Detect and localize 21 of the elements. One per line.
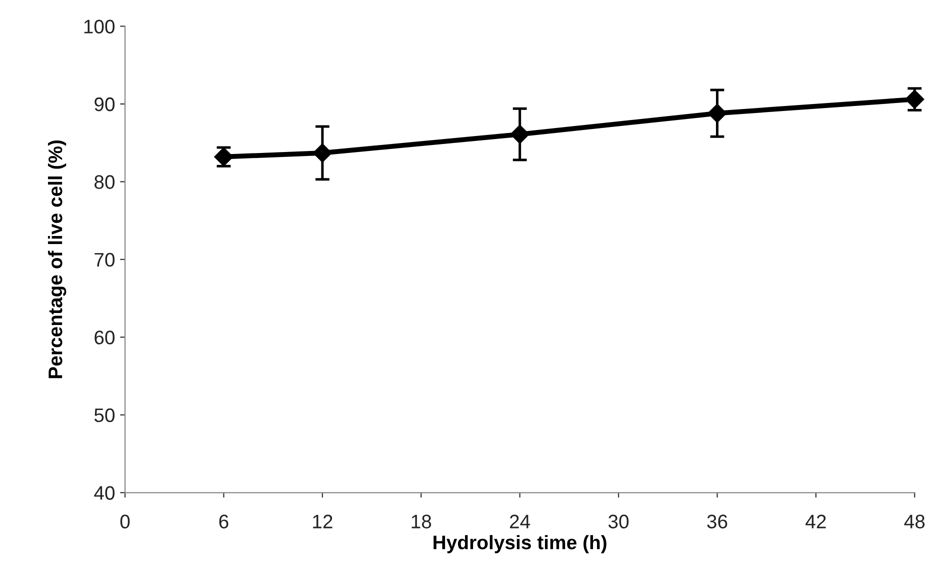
x-tick-label: 30 [608, 514, 629, 528]
y-axis-title: Percentage of live cell (%) [48, 140, 66, 378]
x-tick-label: 24 [510, 514, 530, 528]
x-tick-label: 48 [904, 514, 925, 528]
x-axis-title: Hydrolysis time (h) [434, 535, 606, 554]
y-tick-label: 90 [94, 97, 115, 112]
y-tick-label: 80 [94, 175, 115, 189]
x-tick-label: 18 [412, 514, 432, 528]
x-tick-label: 36 [707, 514, 728, 528]
x-tick-label: 42 [806, 514, 826, 528]
y-tick-label: 70 [94, 252, 115, 267]
point [312, 143, 332, 162]
y-tick-label: 50 [94, 408, 115, 422]
x-tick-label: 6 [219, 514, 228, 528]
point [510, 124, 530, 144]
y-tick-label: 100 [84, 20, 115, 34]
x-tick-label: 0 [120, 514, 130, 528]
y-tick-label: 40 [94, 486, 115, 500]
point [708, 104, 727, 123]
x-tick-label: 12 [313, 514, 332, 528]
y-tick-label: 60 [94, 330, 115, 344]
